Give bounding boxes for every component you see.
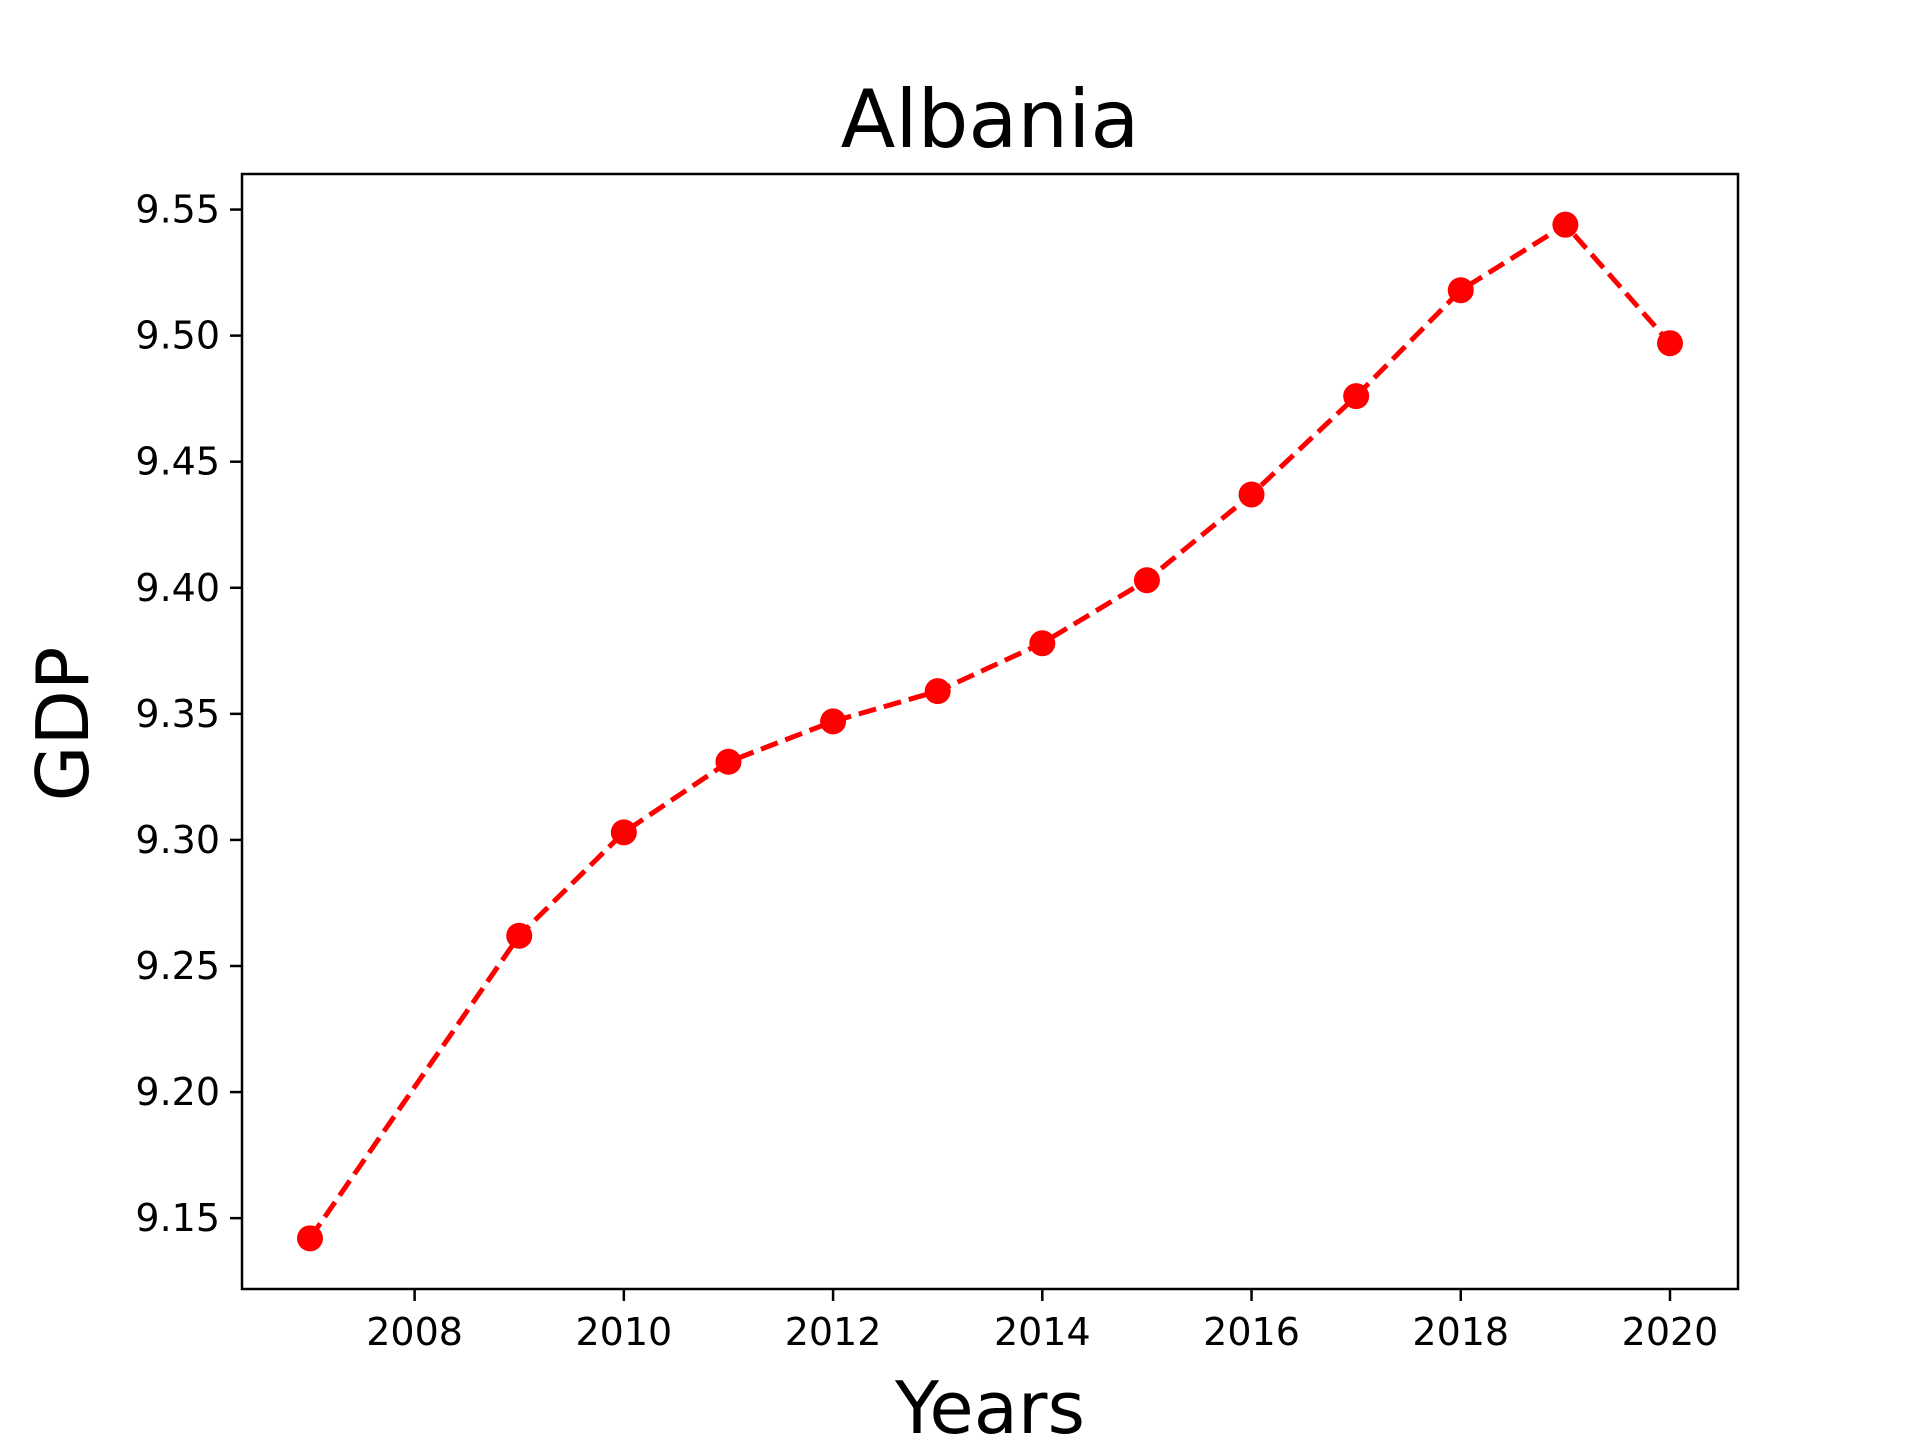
data-point [1238,481,1265,508]
data-point [610,819,637,846]
y-tick-label: 9.45 [135,440,220,484]
plot-frame [240,172,1740,1291]
data-point [820,708,847,735]
x-tick-label: 2012 [785,1310,882,1354]
y-tick-label: 9.40 [135,566,220,610]
y-tick-label: 9.15 [135,1196,220,1240]
data-point [1343,383,1370,410]
x-tick-label: 2018 [1412,1310,1509,1354]
y-axis-label: GDP [21,647,105,802]
data-point [506,922,533,949]
data-point [1552,211,1579,238]
plot-area: 2008 2010 2012 2014 2016 2018 2020 9.15 9.20 9.25… [135,172,1740,1354]
x-tick-label: 2016 [1203,1310,1300,1354]
y-tick-label: 9.25 [135,944,220,988]
x-tick-label: 2010 [575,1310,672,1354]
x-tick-label: 2008 [366,1310,463,1354]
data-point [1029,630,1056,657]
data-point [715,748,742,775]
y-tick-label: 9.55 [135,188,220,232]
data-point [1657,330,1683,357]
y-tick-label: 9.35 [135,692,220,736]
data-point [924,678,951,705]
chart-title: Albania [841,73,1140,166]
y-tick-label: 9.50 [135,314,220,358]
x-axis-label: Years [894,1366,1085,1440]
data-point [1447,277,1474,304]
series-line [307,221,1672,1240]
x-tick-label: 2014 [994,1310,1091,1354]
y-tick-label: 9.20 [135,1070,220,1114]
y-tick-label: 9.30 [135,818,220,862]
x-tick-label: 2020 [1622,1310,1719,1354]
data-point [1133,567,1160,594]
data-point [297,1225,323,1252]
